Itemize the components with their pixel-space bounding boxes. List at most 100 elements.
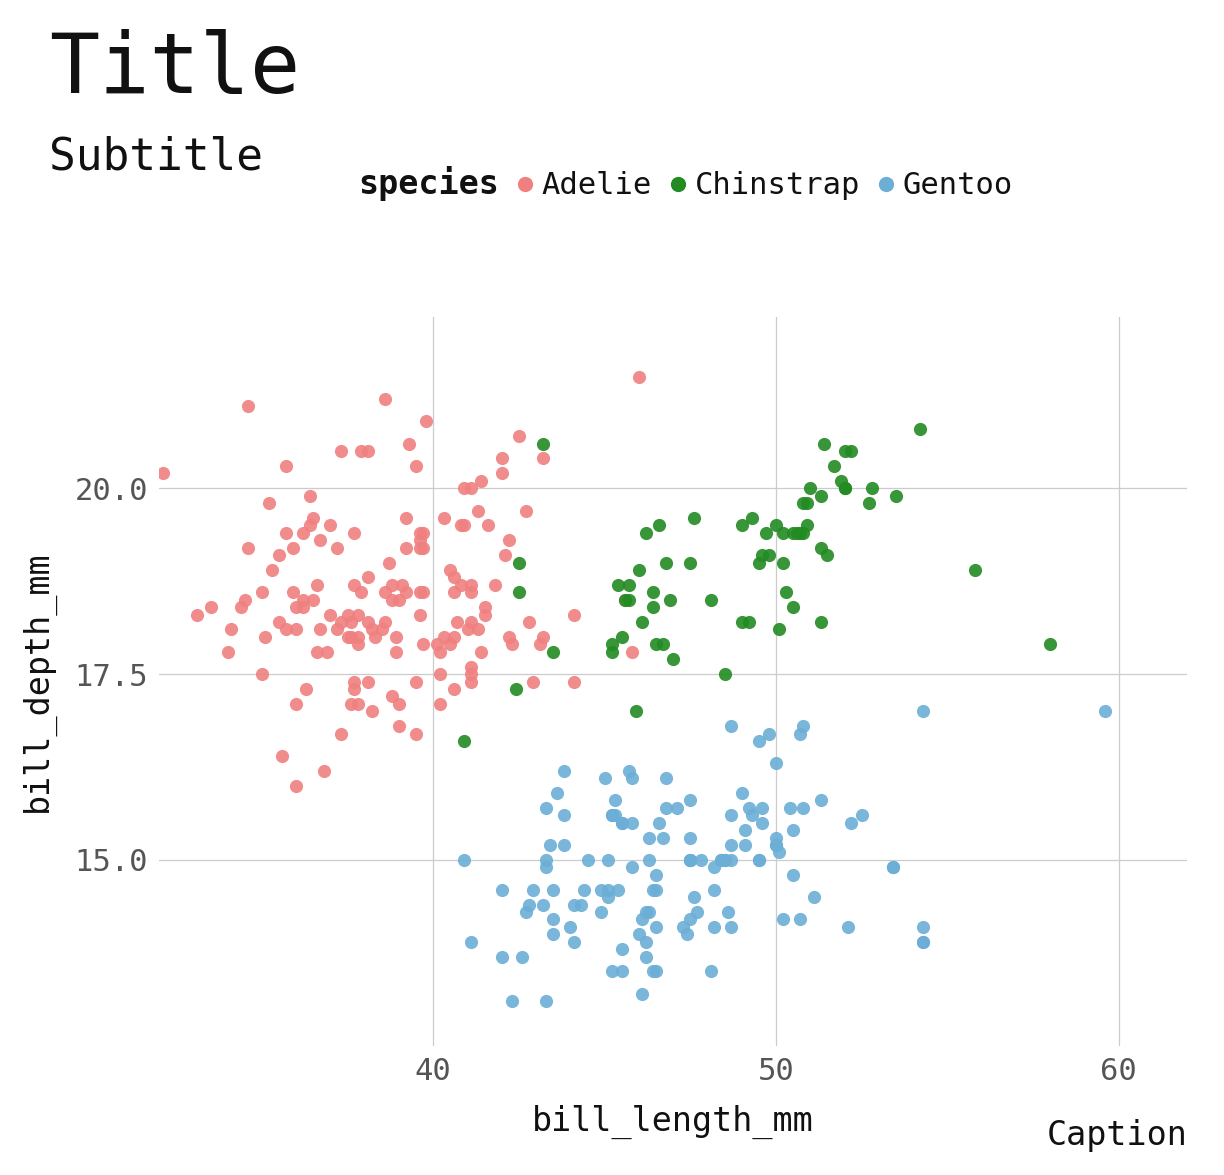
Point [759, 724, 778, 743]
Point [341, 612, 361, 631]
Point [643, 598, 662, 617]
Point [286, 694, 306, 713]
Point [797, 494, 816, 512]
Point [770, 620, 789, 639]
Point [414, 523, 433, 542]
Point [742, 509, 761, 528]
Point [475, 605, 494, 624]
Point [410, 605, 430, 624]
Point [619, 576, 639, 595]
Point [517, 501, 536, 519]
Point [359, 672, 378, 691]
Point [454, 516, 474, 535]
Point [793, 523, 813, 542]
Point [715, 665, 734, 684]
Point [461, 583, 481, 602]
Point [774, 909, 793, 928]
Point [602, 634, 622, 653]
Point [791, 523, 810, 542]
Point [749, 851, 769, 870]
Point [591, 880, 611, 899]
Point [766, 828, 786, 847]
Point [636, 932, 656, 951]
Point [736, 821, 755, 840]
Point [629, 560, 649, 579]
Point [883, 858, 902, 877]
Text: Title: Title [49, 29, 300, 110]
Point [677, 925, 696, 944]
Point [273, 746, 293, 765]
Point [791, 724, 810, 743]
Point [519, 895, 539, 914]
Point [431, 665, 450, 684]
Point [753, 799, 772, 818]
Point [431, 643, 450, 662]
Point [783, 821, 803, 840]
Point [681, 851, 700, 870]
Point [376, 612, 395, 631]
Point [231, 598, 251, 617]
Point [602, 806, 622, 825]
Point [286, 777, 306, 795]
Point [519, 612, 539, 631]
Point [776, 583, 796, 602]
Point [304, 509, 323, 528]
Point [294, 598, 313, 617]
Point [646, 962, 666, 981]
Point [599, 851, 618, 870]
Point [643, 962, 662, 981]
Point [684, 887, 704, 906]
Point [345, 672, 365, 691]
Point [441, 560, 460, 579]
Point [534, 435, 553, 454]
Point [732, 784, 752, 803]
Point [543, 909, 563, 928]
Point [783, 523, 803, 542]
Point [461, 576, 481, 595]
Point [311, 620, 330, 639]
Point [810, 612, 830, 631]
Point [619, 761, 639, 780]
Point [673, 918, 693, 936]
Point [523, 880, 542, 899]
Point [650, 516, 670, 535]
Point [313, 761, 333, 780]
Point [612, 813, 632, 832]
Point [599, 880, 618, 899]
Point [663, 650, 683, 669]
Point [304, 590, 323, 609]
Point [441, 634, 460, 653]
Point [639, 902, 659, 921]
Point [793, 717, 813, 736]
Point [450, 516, 470, 535]
Point [570, 895, 590, 914]
Point [461, 657, 481, 676]
Legend: species, Adelie, Chinstrap, Gentoo: species, Adelie, Chinstrap, Gentoo [321, 154, 1026, 214]
Point [359, 612, 378, 631]
Point [643, 583, 662, 602]
Point [749, 732, 769, 751]
Point [499, 531, 519, 550]
Point [553, 835, 573, 854]
Point [252, 665, 272, 684]
Point [625, 701, 645, 720]
Point [269, 612, 289, 631]
Point [612, 940, 632, 959]
Point [351, 583, 371, 602]
Point [376, 583, 395, 602]
Point [530, 634, 550, 653]
Point [414, 634, 433, 653]
Point [543, 880, 563, 899]
Point [513, 947, 532, 966]
Text: Caption: Caption [1047, 1119, 1187, 1152]
Point [732, 516, 752, 535]
Point [749, 553, 769, 572]
Point [654, 634, 673, 653]
Point [536, 858, 556, 877]
Point [386, 643, 405, 662]
Point [454, 851, 474, 870]
Point [553, 806, 573, 825]
Point [643, 880, 662, 899]
Point [479, 516, 498, 535]
Point [372, 620, 392, 639]
